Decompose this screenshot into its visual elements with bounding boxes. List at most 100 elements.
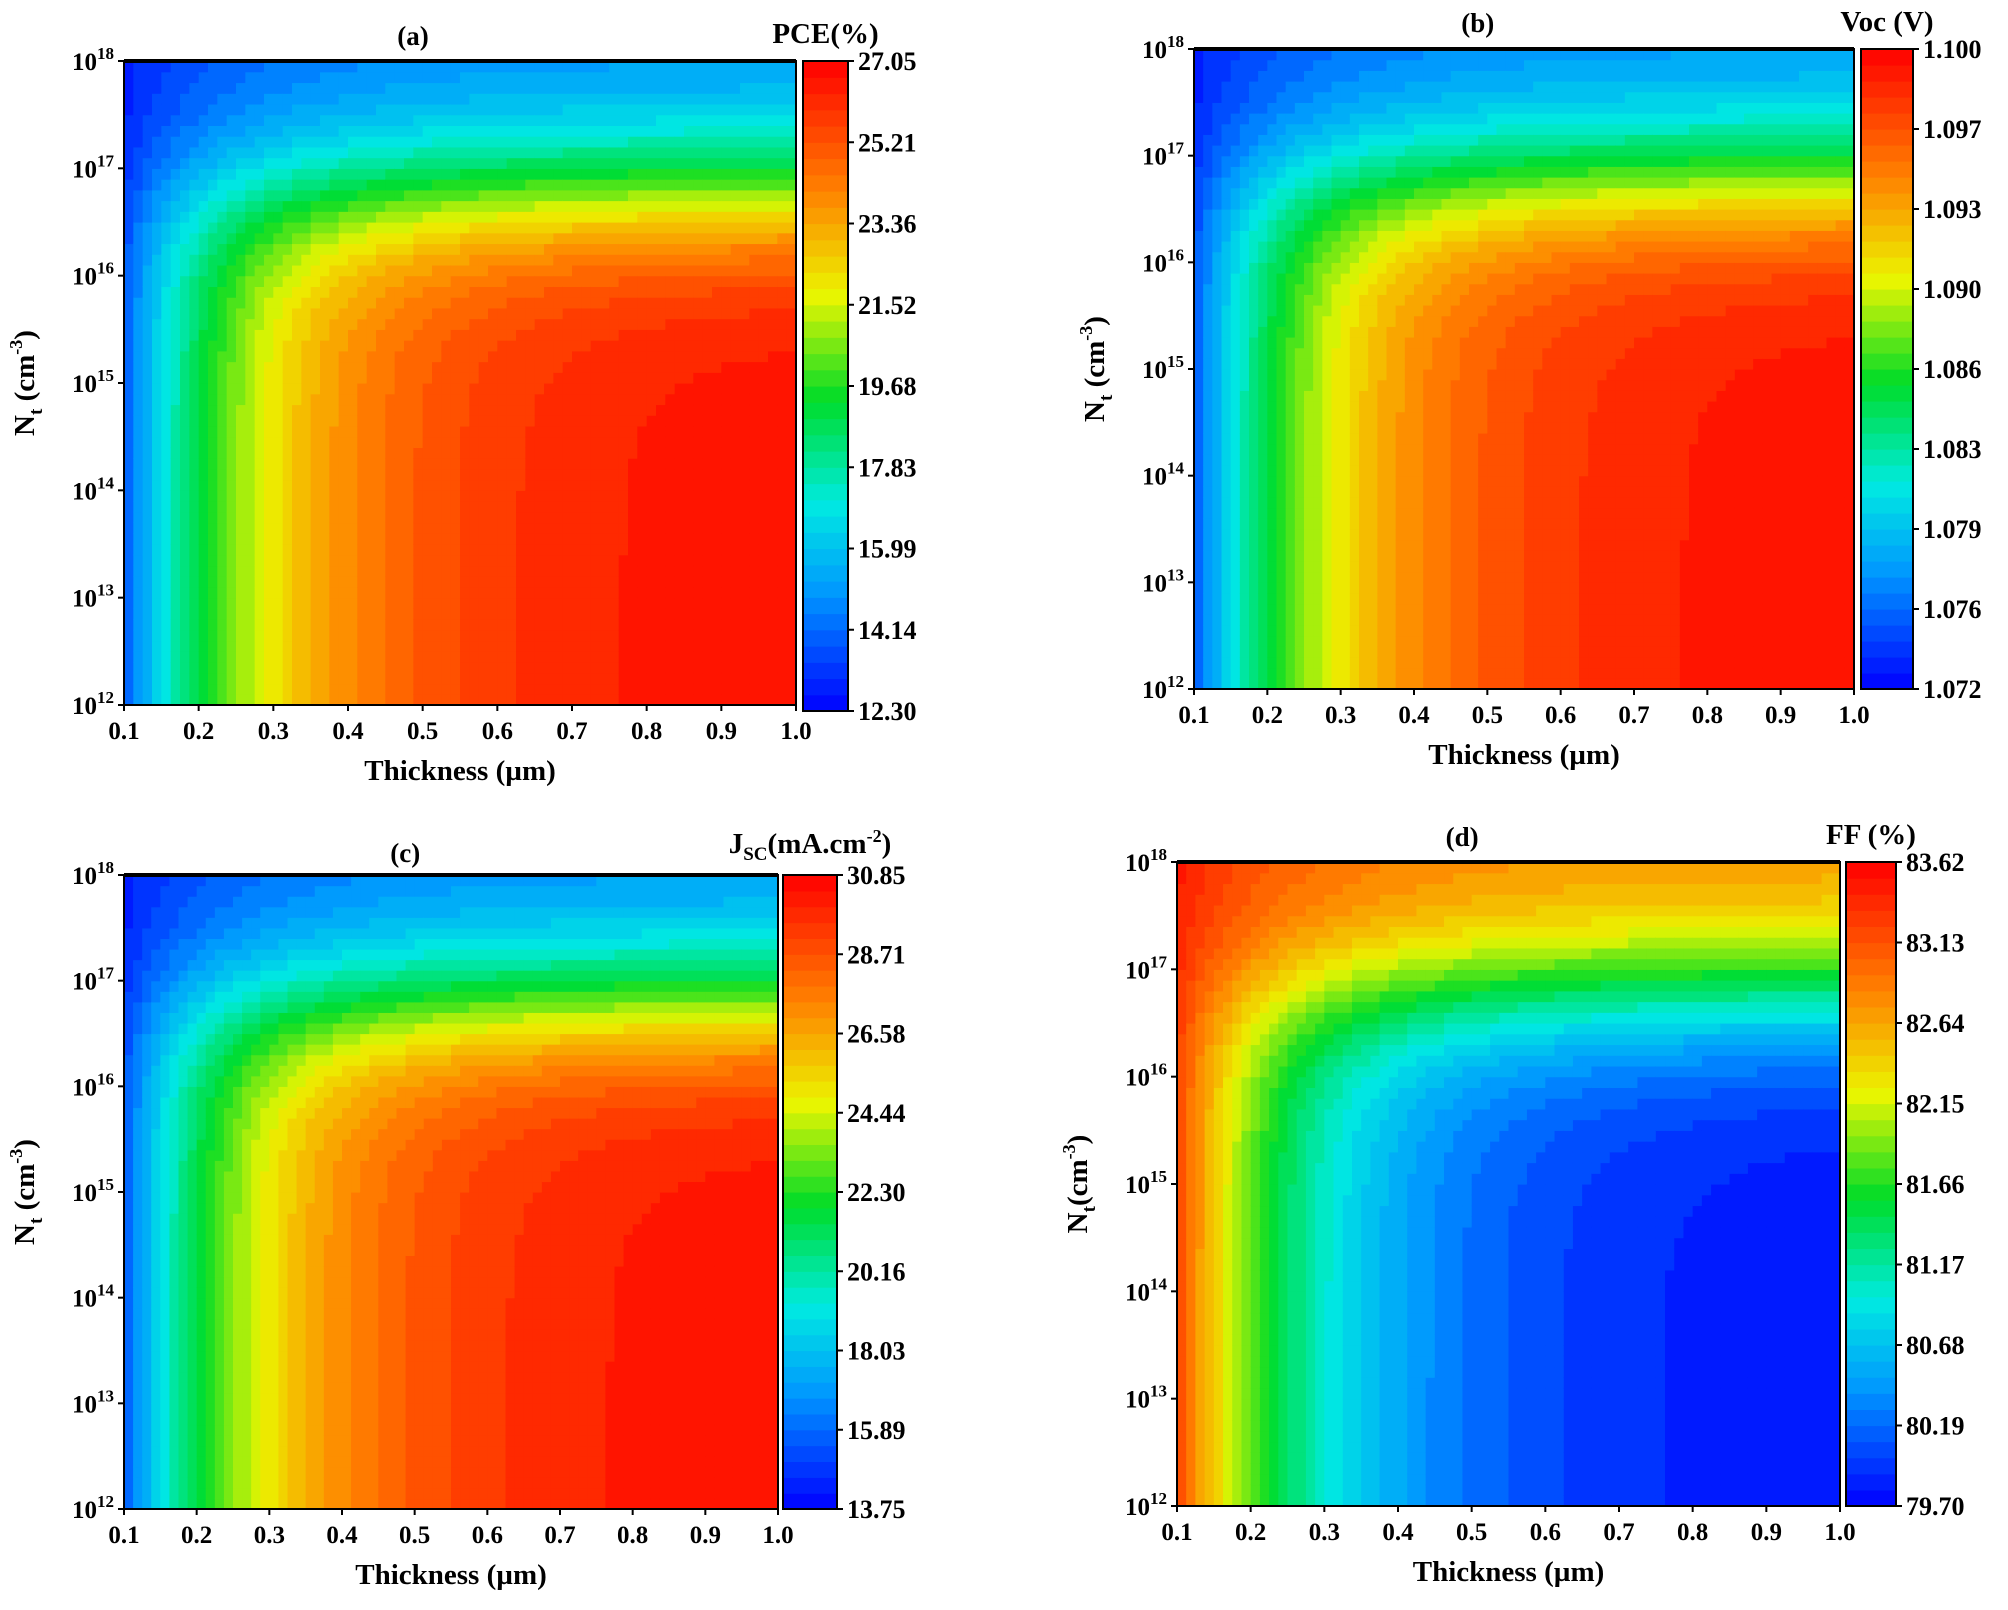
heatmap-cell	[1194, 155, 1204, 167]
heatmap-cell	[768, 318, 778, 330]
heatmap-cell	[450, 651, 461, 663]
heatmap-cell	[152, 544, 162, 556]
heatmap-cell	[730, 329, 741, 341]
heatmap-cell	[413, 211, 424, 223]
heatmap-cell	[282, 415, 293, 427]
heatmap-cell	[441, 179, 452, 191]
heatmap-cell	[693, 297, 704, 309]
heatmap-cell	[1258, 593, 1268, 605]
heatmap-cell	[777, 297, 788, 309]
heatmap-cell	[478, 586, 489, 599]
heatmap-cell	[124, 651, 134, 663]
heatmap-cell	[730, 93, 741, 105]
heatmap-cell	[133, 71, 144, 84]
heatmap-cell	[1267, 550, 1278, 562]
heatmap-cell	[161, 329, 172, 341]
heatmap-cell	[413, 286, 424, 298]
heatmap-cell	[674, 286, 685, 298]
heatmap-cell	[1267, 241, 1278, 253]
heatmap-cell	[488, 297, 498, 309]
heatmap-cell	[133, 243, 144, 255]
heatmap-cell	[600, 307, 610, 320]
heatmap-cell	[124, 565, 134, 577]
heatmap-cell	[338, 672, 349, 685]
heatmap-cell	[413, 640, 424, 652]
heatmap-cell	[628, 436, 638, 448]
heatmap-cell	[786, 61, 796, 73]
heatmap-cell	[245, 447, 256, 459]
heatmap-cell	[441, 297, 452, 309]
heatmap-cell	[124, 93, 134, 105]
heatmap-cell	[749, 490, 760, 502]
heatmap-cell	[432, 307, 442, 320]
heatmap-cell	[338, 662, 349, 674]
heatmap-cell	[740, 136, 750, 148]
heatmap-cell	[189, 597, 200, 609]
heatmap-cell	[226, 597, 237, 609]
heatmap-cell	[1194, 507, 1204, 519]
heatmap-cell	[329, 350, 340, 363]
heatmap-cell	[562, 71, 573, 84]
heatmap-cell	[534, 71, 545, 84]
heatmap-cell	[460, 82, 470, 94]
heatmap-cell	[488, 458, 498, 470]
heatmap-cell	[534, 168, 545, 180]
heatmap-cell	[516, 329, 526, 341]
heatmap-cell	[1203, 198, 1213, 210]
heatmap-cell	[152, 554, 162, 567]
heatmap-cell	[217, 200, 228, 212]
heatmap-cell	[646, 93, 657, 105]
heatmap-cell	[786, 329, 796, 341]
heatmap-cell	[170, 254, 181, 266]
heatmap-cell	[404, 651, 414, 663]
heatmap-cell	[600, 157, 610, 169]
heatmap-cell	[618, 114, 629, 126]
heatmap-cell	[1221, 507, 1232, 519]
heatmap-cell	[357, 629, 368, 642]
heatmap-cell	[348, 350, 358, 363]
heatmap-cell	[413, 554, 424, 567]
heatmap-cell	[740, 672, 750, 685]
heatmap-cell	[721, 651, 732, 663]
heatmap-cell	[721, 232, 732, 245]
heatmap-cell	[273, 200, 284, 212]
heatmap-cell	[264, 232, 274, 245]
heatmap-cell	[674, 307, 685, 320]
heatmap-cell	[180, 61, 190, 73]
heatmap-cell	[562, 501, 573, 513]
heatmap-cell	[740, 297, 750, 309]
heatmap-cell	[1258, 155, 1268, 167]
heatmap-cell	[553, 318, 564, 330]
heatmap-cell	[721, 222, 732, 234]
heatmap-cell	[133, 619, 144, 631]
heatmap-cell	[236, 651, 246, 663]
heatmap-cell	[721, 694, 732, 705]
heatmap-cell	[1221, 113, 1232, 125]
heatmap-cell	[432, 415, 442, 427]
heatmap-cell	[525, 125, 536, 137]
heatmap-cell	[721, 318, 732, 330]
heatmap-cell	[170, 672, 181, 685]
heatmap-cell	[590, 383, 601, 395]
heatmap-cell	[282, 254, 293, 266]
heatmap-cell	[376, 372, 386, 384]
heatmap-cell	[450, 254, 461, 266]
heatmap-cell	[674, 372, 685, 384]
heatmap-cell	[469, 511, 480, 524]
heatmap-cell	[320, 361, 330, 373]
heatmap-cell	[1230, 294, 1241, 306]
heatmap-cell	[422, 425, 433, 438]
heatmap-cell	[152, 157, 162, 169]
heatmap-cell	[320, 629, 330, 642]
heatmap-cell	[450, 103, 461, 116]
heatmap-cell	[628, 125, 638, 137]
heatmap-cell	[665, 672, 676, 685]
heatmap-cell	[441, 404, 452, 416]
heatmap-cell	[628, 565, 638, 577]
heatmap-cell	[786, 275, 796, 287]
heatmap-cell	[450, 522, 461, 534]
heatmap-cell	[142, 672, 153, 685]
heatmap-cell	[152, 586, 162, 599]
heatmap-cell	[376, 404, 386, 416]
heatmap-cell	[777, 694, 788, 705]
